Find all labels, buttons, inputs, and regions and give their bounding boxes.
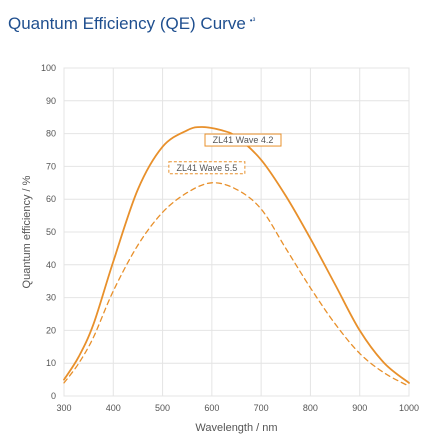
x-tick-label: 300 bbox=[56, 403, 71, 413]
qe-chart-area: 0 10 20 30 40 50 60 70 80 90 100 300 400 500 600 700 800… bbox=[0, 44, 444, 446]
y-tick-label: 100 bbox=[41, 63, 56, 73]
qe-chart-svg: 0 10 20 30 40 50 60 70 80 90 100 300 400 500 600 700 800… bbox=[21, 63, 419, 434]
y-tick-label: 20 bbox=[46, 325, 56, 335]
y-tick-label: 80 bbox=[46, 129, 56, 139]
x-axis-label: Wavelength / nm bbox=[195, 422, 277, 434]
x-tick-label: 800 bbox=[303, 403, 318, 413]
x-tick-label: 1000 bbox=[399, 403, 419, 413]
plot-border bbox=[63, 67, 410, 397]
x-tick-label: 500 bbox=[155, 403, 170, 413]
page-title: Quantum Efficiency (QE) Curve bbox=[8, 14, 246, 33]
y-tick-label: 0 bbox=[51, 391, 56, 401]
series-line-solid bbox=[63, 126, 410, 384]
annotation-box bbox=[204, 133, 282, 147]
y-tick-label: 60 bbox=[46, 194, 56, 204]
annotation-box bbox=[168, 161, 246, 175]
chart-title-row: Quantum Efficiency (QE) Curve •³ bbox=[8, 10, 255, 38]
annotation-label: ZL41 Wave 5.5 bbox=[177, 163, 238, 173]
x-tick-label: 700 bbox=[254, 403, 269, 413]
annotation-label: ZL41 Wave 4.2 bbox=[213, 135, 274, 145]
series-line-dashed bbox=[63, 182, 410, 387]
x-tick-label: 900 bbox=[352, 403, 367, 413]
y-tick-label: 30 bbox=[46, 293, 56, 303]
y-tick-label: 10 bbox=[46, 358, 56, 368]
y-tick-label: 50 bbox=[46, 227, 56, 237]
x-tick-label: 600 bbox=[204, 403, 219, 413]
y-tick-label: 90 bbox=[46, 96, 56, 106]
x-tick-label: 400 bbox=[106, 403, 121, 413]
y-axis-label: Quantum efficiency / % bbox=[21, 175, 33, 288]
y-tick-label: 40 bbox=[46, 260, 56, 270]
footnote-marker: •³ bbox=[249, 16, 256, 25]
y-tick-label: 70 bbox=[46, 161, 56, 171]
